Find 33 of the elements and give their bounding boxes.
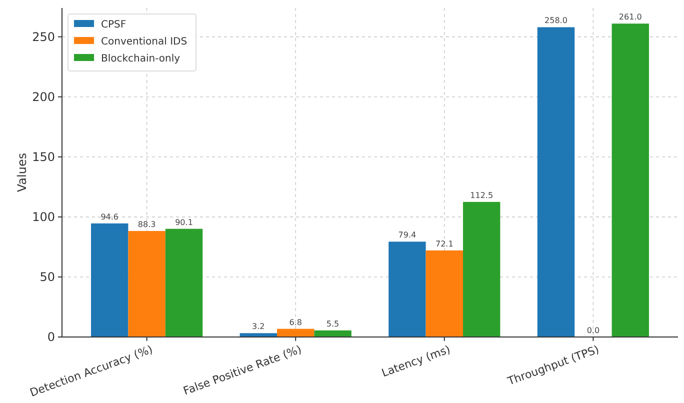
y-tick-label: 50 <box>40 270 55 284</box>
bar <box>128 230 166 337</box>
bar <box>240 333 278 337</box>
y-tick-label: 250 <box>32 30 55 44</box>
data-label: 5.5 <box>326 319 340 328</box>
y-tick-label: 200 <box>32 90 55 104</box>
data-label: 88.3 <box>138 220 156 229</box>
y-tick-label: 0 <box>47 330 55 344</box>
data-label: 94.6 <box>100 212 119 222</box>
data-label: 261.0 <box>618 12 642 22</box>
y-tick-label: 150 <box>32 150 55 164</box>
legend-label: Blockchain-only <box>101 54 180 64</box>
bar <box>462 202 500 337</box>
y-tick-label: 100 <box>32 210 55 224</box>
bar <box>388 242 426 337</box>
data-label: 90.1 <box>175 218 193 227</box>
bar <box>612 24 649 337</box>
bar <box>426 250 463 337</box>
data-label: 258.0 <box>544 16 568 26</box>
bar <box>165 228 203 337</box>
data-label: 6.8 <box>289 318 302 327</box>
data-label: 112.5 <box>470 190 494 200</box>
bar <box>314 330 352 337</box>
legend-label: Conventional IDS <box>101 36 188 48</box>
y-axis-title: Values <box>15 152 29 192</box>
data-label: 79.4 <box>398 230 416 240</box>
data-label: 0.0 <box>586 326 600 335</box>
data-label: 72.1 <box>435 239 454 248</box>
bar <box>91 223 128 337</box>
bar <box>537 27 575 337</box>
data-label: 3.2 <box>252 322 265 332</box>
bar <box>277 328 314 337</box>
legend-label: CPSF <box>101 20 126 30</box>
